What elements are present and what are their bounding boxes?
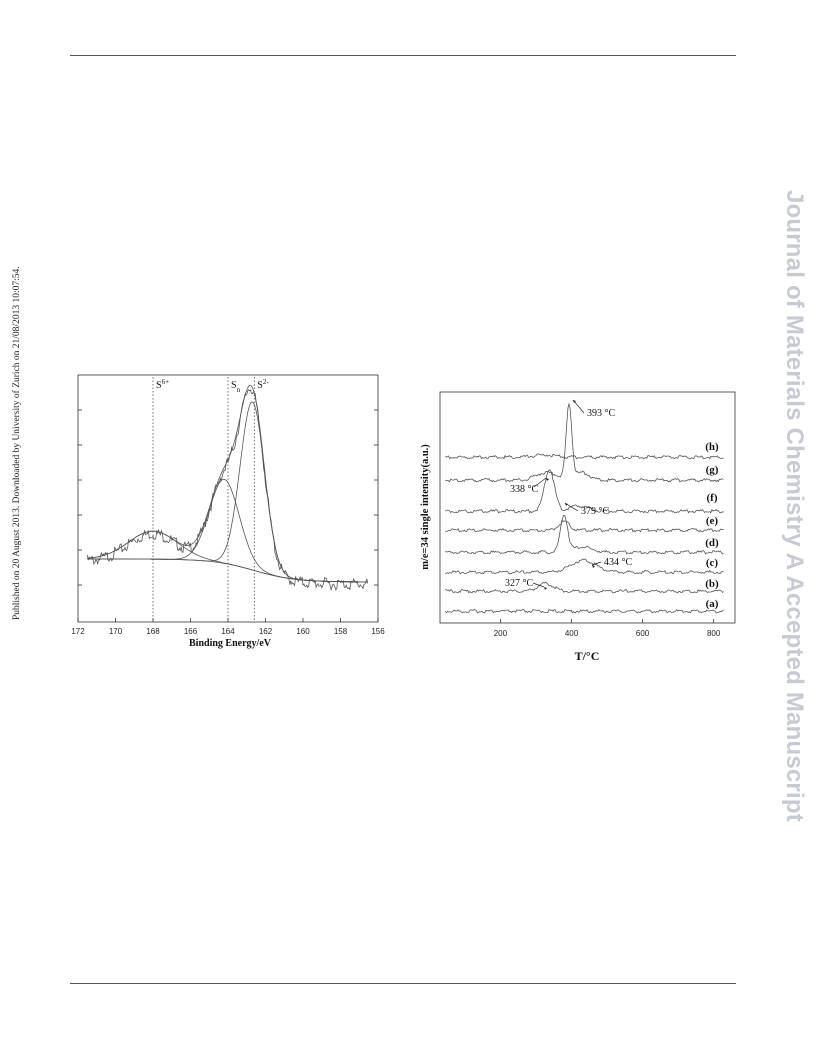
tpd-trace-label: (d) (705, 537, 719, 549)
tpd-trace-label: (f) (707, 492, 718, 504)
tpd-trace-label: (c) (706, 557, 719, 569)
xps-x-tick-label: 156 (371, 627, 385, 636)
tpd-x-axis-label: T/°C (575, 649, 600, 663)
xps-x-tick-label: 158 (334, 627, 348, 636)
xps-reference-label: Sn (231, 380, 241, 394)
xps-raw-spectrum (87, 389, 369, 592)
tpd-trace (445, 558, 724, 575)
tpd-trace-label: (a) (706, 598, 719, 610)
xps-component-peak (87, 401, 368, 583)
tpd-trace-label: (g) (706, 464, 719, 476)
tpd-annotation-arrow (532, 582, 545, 588)
tpd-annotation-arrowhead (592, 565, 595, 568)
tpd-x-tick-label: 600 (636, 629, 650, 638)
xps-x-tick-label: 172 (71, 627, 85, 636)
tpd-x-tick-label: 400 (565, 629, 579, 638)
tpd-trace (445, 469, 724, 514)
tpd-annotation-arrowhead (546, 478, 549, 481)
xps-reference-label: S6+ (156, 378, 169, 391)
tpd-trace (445, 453, 724, 460)
tpd-annotation-label: 327 °C (505, 578, 533, 589)
tpd-trace (445, 519, 724, 533)
xps-x-tick-label: 166 (184, 627, 198, 636)
tpd-annotation-arrowhead (544, 587, 547, 590)
tpd-trace-label: (h) (705, 441, 719, 453)
xps-reference-label: S2- (257, 378, 269, 391)
tpd-y-axis-label: m/e=34 single intensity(a.u.) (420, 444, 431, 570)
xps-x-tick-label: 170 (109, 627, 123, 636)
tpd-annotation-label: 434 °C (604, 557, 632, 568)
xps-component-peak (87, 479, 368, 583)
xps-x-tick-label: 168 (146, 627, 160, 636)
tpd-annotation-arrowhead (565, 503, 568, 506)
tpd-trace-label: (e) (706, 515, 719, 527)
tpd-annotation-arrowhead (573, 400, 576, 403)
bottom-rule (70, 983, 736, 984)
xps-plot: S6+ Sn S2- 172 170 168 166 164 162 160 158 156 Bin… (71, 374, 385, 649)
tpd-x-tick-label: 800 (707, 629, 721, 638)
tpd-x-tick-label: 200 (494, 629, 508, 638)
tpd-trace (444, 608, 724, 614)
tpd-trace (445, 514, 724, 555)
tpd-annotation-label: 338 °C (510, 484, 538, 495)
tpd-frame (439, 391, 736, 624)
tpd-trace-label: (b) (705, 578, 719, 590)
tpd-plot: 200 400 600 800 (a) (b) (c) (d) (e) (f) (g) (h) 39… (420, 391, 736, 663)
tpd-annotation-arrow (591, 561, 602, 566)
tpd-trace (445, 402, 724, 483)
xps-fit-envelope (87, 384, 368, 583)
top-rule (70, 55, 736, 56)
tpd-trace (445, 581, 724, 594)
tpd-annotation-label: 379 °C (581, 506, 609, 517)
tpd-annotation-label: 393 °C (587, 408, 615, 419)
xps-x-tick-label: 164 (221, 627, 235, 636)
tpd-annotation-arrow (533, 477, 547, 488)
xps-x-axis-label: Binding Energy/eV (189, 638, 272, 649)
xps-x-tick-label: 162 (259, 627, 273, 636)
xps-component-peak (87, 530, 368, 583)
xps-x-tick-label: 160 (296, 627, 310, 636)
